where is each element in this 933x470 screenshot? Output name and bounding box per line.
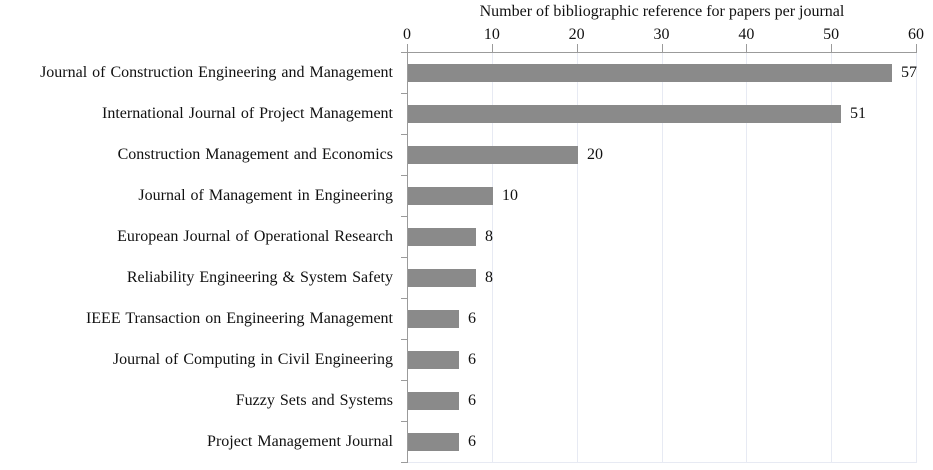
category-label: Fuzzy Sets and Systems bbox=[235, 392, 393, 409]
y-axis-tick bbox=[401, 339, 407, 340]
y-axis-tick bbox=[401, 462, 407, 463]
y-axis-tick bbox=[401, 134, 407, 135]
bar bbox=[408, 187, 493, 205]
category-label: International Journal of Project Managem… bbox=[101, 105, 393, 122]
x-axis-tick bbox=[661, 44, 663, 52]
x-axis-tick bbox=[831, 44, 833, 52]
bar bbox=[408, 310, 459, 328]
bar bbox=[408, 351, 459, 369]
chart-title: Number of bibliographic reference for pa… bbox=[479, 3, 845, 20]
bar bbox=[408, 228, 476, 246]
x-axis-tick bbox=[491, 44, 493, 52]
value-label: 6 bbox=[468, 433, 476, 450]
value-label: 57 bbox=[901, 64, 917, 81]
y-axis-tick bbox=[401, 175, 407, 176]
x-axis-tick bbox=[576, 44, 578, 52]
x-axis-tick-label: 50 bbox=[823, 26, 840, 43]
bar bbox=[408, 105, 841, 123]
y-axis-tick bbox=[401, 216, 407, 217]
bar bbox=[408, 64, 892, 82]
value-label: 6 bbox=[468, 310, 476, 327]
value-label: 6 bbox=[468, 392, 476, 409]
y-axis-line bbox=[407, 52, 408, 463]
category-label: Reliability Engineering & System Safety bbox=[126, 269, 393, 286]
category-label: Project Management Journal bbox=[207, 433, 393, 450]
plot-bottom-border bbox=[407, 462, 917, 463]
category-label: Journal of Computing in Civil Engineerin… bbox=[112, 351, 393, 368]
y-axis-tick bbox=[401, 52, 407, 53]
bar bbox=[408, 392, 459, 410]
category-label: Construction Management and Economics bbox=[117, 146, 393, 163]
bar bbox=[408, 146, 578, 164]
value-label: 51 bbox=[850, 105, 866, 122]
gridline bbox=[746, 52, 748, 462]
x-axis-tick-label: 40 bbox=[738, 26, 755, 43]
category-label: Journal of Management in Engineering bbox=[138, 187, 393, 204]
x-axis-tick bbox=[407, 44, 408, 52]
bar bbox=[408, 269, 476, 287]
y-axis-tick bbox=[401, 257, 407, 258]
y-axis-tick bbox=[401, 298, 407, 299]
y-axis-tick bbox=[401, 93, 407, 94]
y-axis-tick bbox=[401, 380, 407, 381]
x-axis-tick-label: 10 bbox=[483, 26, 500, 43]
gridline bbox=[916, 52, 917, 462]
x-axis-tick-label: 60 bbox=[908, 26, 924, 43]
bar bbox=[408, 433, 459, 451]
category-label: Journal of Construction Engineering and … bbox=[40, 64, 393, 81]
x-axis-tick bbox=[746, 44, 748, 52]
x-axis-tick-label: 0 bbox=[403, 26, 411, 43]
gridline bbox=[491, 52, 493, 462]
category-label: IEEE Transaction on Engineering Manageme… bbox=[85, 310, 393, 327]
x-axis-tick-label: 20 bbox=[568, 26, 585, 43]
x-axis-tick bbox=[916, 44, 917, 52]
gridline bbox=[661, 52, 663, 462]
value-label: 20 bbox=[587, 146, 603, 163]
gridline bbox=[831, 52, 833, 462]
x-axis-tick-label: 30 bbox=[653, 26, 670, 43]
value-label: 6 bbox=[468, 351, 476, 368]
value-label: 10 bbox=[502, 187, 518, 204]
value-label: 8 bbox=[485, 228, 493, 245]
category-label: European Journal of Operational Research bbox=[117, 228, 393, 245]
value-label: 8 bbox=[485, 269, 493, 286]
x-axis-line bbox=[407, 52, 917, 53]
gridline bbox=[576, 52, 578, 462]
y-axis-tick bbox=[401, 421, 407, 422]
